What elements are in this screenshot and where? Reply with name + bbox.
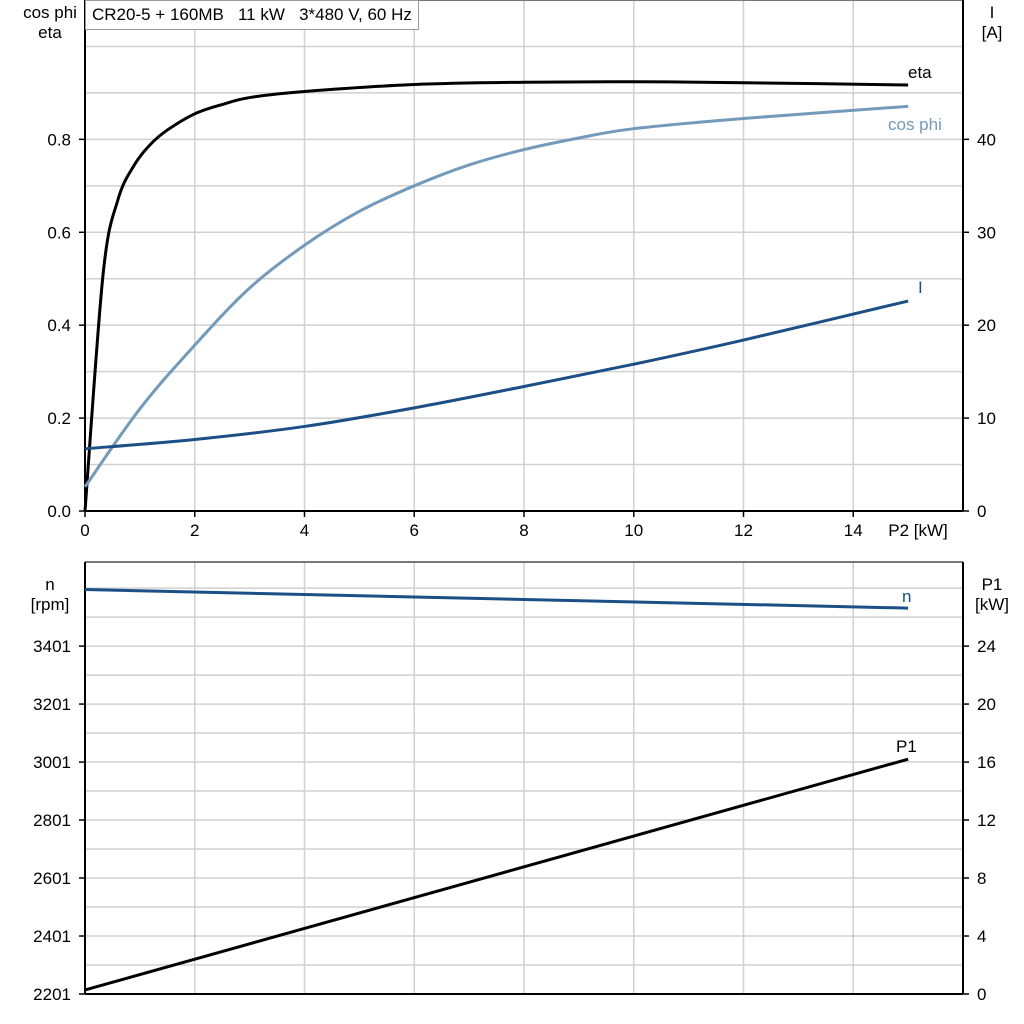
y-tick-label-left: 3201 — [33, 695, 71, 714]
y-tick-label-right: 8 — [977, 869, 986, 888]
y-tick-label-left: 0.4 — [47, 316, 71, 335]
y-tick-label-right: 0 — [977, 502, 986, 521]
y-tick-label-right: 0 — [977, 985, 986, 1004]
y-tick-label-left: 0.6 — [47, 223, 71, 242]
series-line-cos-phi — [83, 104, 909, 488]
y-tick-label-left: 2401 — [33, 927, 71, 946]
series-label-n: n — [902, 587, 911, 606]
series-line-n — [84, 588, 909, 610]
y-tick-label-left: 2201 — [33, 985, 71, 1004]
y-tick-label-right: 24 — [977, 637, 996, 656]
y-tick-label-left: 2601 — [33, 869, 71, 888]
x-tick-label: 2 — [190, 521, 199, 540]
y-tick-label-left: 3401 — [33, 637, 71, 656]
y-tick-label-right: 30 — [977, 223, 996, 242]
y-tick-label-left: 0.2 — [47, 409, 71, 428]
y-axis-label-right: P1 — [982, 575, 1003, 594]
series-line-eta — [83, 80, 909, 512]
x-tick-label: 14 — [844, 521, 863, 540]
x-tick-label: 4 — [300, 521, 309, 540]
x-tick-label: 12 — [734, 521, 753, 540]
chart-title: CR20-5 + 160MB 11 kW 3*480 V, 60 Hz — [85, 0, 419, 30]
series-label-P1: P1 — [896, 737, 917, 756]
y-axis-label-right: [kW] — [975, 595, 1009, 614]
y-axis-label-left: n — [45, 575, 54, 594]
series-line-P1 — [84, 757, 909, 992]
y-tick-label-right: 20 — [977, 316, 996, 335]
y-tick-label-right: 20 — [977, 695, 996, 714]
series-label-cos-phi: cos phi — [888, 115, 942, 134]
y-tick-label-right: 16 — [977, 753, 996, 772]
x-tick-label: 8 — [519, 521, 528, 540]
x-axis-label: P2 [kW] — [888, 521, 948, 540]
series-label-I: I — [918, 278, 923, 297]
y-tick-label-right: 10 — [977, 409, 996, 428]
y-tick-label-right: 4 — [977, 927, 986, 946]
y-tick-label-left: 0.8 — [47, 130, 71, 149]
y-tick-label-left: 0.0 — [47, 502, 71, 521]
x-tick-label: 10 — [624, 521, 643, 540]
y-tick-label-right: 40 — [977, 130, 996, 149]
x-tick-label: 0 — [80, 521, 89, 540]
y-tick-label-left: 2801 — [33, 811, 71, 830]
series-label-eta: eta — [908, 63, 932, 82]
y-axis-label-left: cos phi — [23, 3, 77, 22]
y-axis-label-left: eta — [38, 23, 62, 42]
x-tick-label: 6 — [410, 521, 419, 540]
series-line-I — [84, 299, 909, 451]
y-axis-label-right: I — [990, 3, 995, 22]
y-tick-label-left: 3001 — [33, 753, 71, 772]
y-tick-label-right: 12 — [977, 811, 996, 830]
y-axis-label-left: [rpm] — [31, 595, 70, 614]
y-axis-label-right: [A] — [982, 23, 1003, 42]
